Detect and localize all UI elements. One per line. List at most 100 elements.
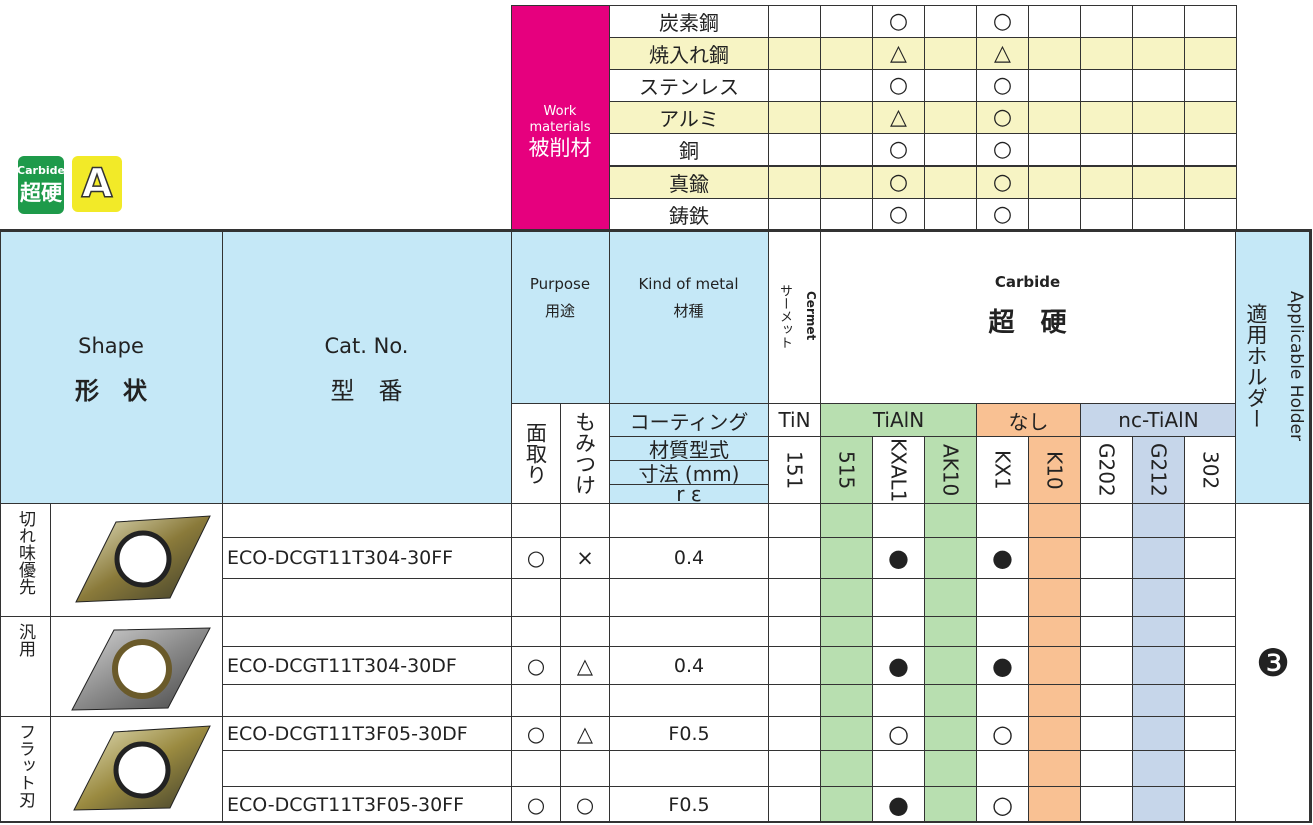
chamfer-label: 面取り [523, 421, 548, 485]
material-mark: △ [872, 101, 925, 135]
grade-mark [872, 750, 925, 787]
chamfer [511, 684, 561, 717]
work-materials-en: Work materials [529, 104, 591, 135]
material-name: 焼入れ鋼 [609, 37, 769, 71]
grade-mark [1184, 750, 1237, 787]
material-mark [924, 165, 977, 199]
grade-mark [872, 684, 925, 717]
purpose-en: Purpose [529, 275, 591, 293]
material-mark [768, 197, 821, 231]
material-mark [1080, 37, 1133, 71]
corner-radius: 0.4 [609, 646, 769, 685]
grade-mark [924, 786, 977, 823]
grade-mark [1132, 537, 1185, 579]
grade-mark [872, 578, 925, 617]
grade-mark [1132, 578, 1185, 617]
corner-radius [609, 616, 769, 647]
grade-mark [924, 716, 977, 751]
grade-mark [1132, 786, 1185, 823]
chamfer: ○ [511, 646, 561, 685]
material-mark [820, 133, 873, 167]
material-name: ステンレス [609, 69, 769, 103]
material-name: 鋳鉄 [609, 197, 769, 231]
insert-image [75, 515, 211, 603]
corner-radius: F0.5 [609, 716, 769, 751]
grade-mark: ○ [872, 716, 925, 751]
material-mark [1184, 165, 1237, 199]
cat-no [222, 684, 512, 717]
material-mark [1080, 197, 1133, 231]
grade-mark [768, 616, 821, 647]
cermet-en: Cermet [804, 291, 818, 341]
material-mark [924, 69, 977, 103]
spot [560, 684, 610, 717]
grade-label: K10 [1028, 436, 1081, 504]
group-label: フラット刃 [0, 716, 51, 823]
shape-en: Shape [78, 334, 144, 358]
badge-kanji: 超硬 [20, 180, 62, 205]
grade-label: G202 [1080, 436, 1133, 504]
grade-mark [1184, 537, 1237, 579]
material-mark: △ [976, 37, 1029, 71]
material-mark: ○ [976, 197, 1029, 231]
kind-sub-label: r ε [609, 484, 769, 504]
material-mark [1132, 5, 1185, 39]
grade-mark [768, 646, 821, 685]
material-mark [820, 165, 873, 199]
cat-no: ECO-DCGT11T304-30DF [222, 646, 512, 685]
grade-mark: ● [872, 537, 925, 579]
grade-mark [768, 716, 821, 751]
carbide-header [820, 230, 1236, 404]
material-mark: ○ [872, 133, 925, 167]
grade-mark [820, 578, 873, 617]
spot: × [560, 537, 610, 579]
material-mark [768, 133, 821, 167]
material-mark [768, 37, 821, 71]
holder-header [1235, 230, 1311, 504]
grade-mark [1080, 684, 1133, 717]
cat-header [222, 230, 512, 504]
chamfer: ○ [511, 786, 561, 823]
material-mark: △ [872, 37, 925, 71]
grade-mark [1028, 750, 1081, 787]
grade-mark [1080, 578, 1133, 617]
grade-mark [1184, 646, 1237, 685]
cat-no [222, 616, 512, 647]
work-materials-label [511, 5, 610, 231]
grade-mark [820, 750, 873, 787]
grade-mark [872, 503, 925, 538]
grade-mark [924, 537, 977, 579]
cat-no: ECO-DCGT11T3F05-30FF [222, 786, 512, 823]
material-mark [1028, 165, 1081, 199]
grade-label: 515 [820, 436, 873, 504]
grade-mark [1028, 716, 1081, 751]
grade-mark [1184, 786, 1237, 823]
material-mark [1184, 133, 1237, 167]
material-mark: ○ [976, 165, 1029, 199]
material-mark [820, 101, 873, 135]
grade-mark [1028, 616, 1081, 647]
spot [560, 578, 610, 617]
kind-sub-label: コーティング [609, 403, 769, 437]
shape-header [0, 230, 223, 504]
chamfer [511, 616, 561, 647]
cat-no: ECO-DCGT11T3F05-30DF [222, 716, 512, 751]
material-mark [1132, 101, 1185, 135]
grade-mark [820, 716, 873, 751]
material-mark [1132, 133, 1185, 167]
grade-mark [924, 503, 977, 538]
material-mark [768, 101, 821, 135]
grade-mark [1028, 786, 1081, 823]
grade-label: 151 [768, 436, 821, 504]
corner-radius: F0.5 [609, 786, 769, 823]
grade-mark [924, 750, 977, 787]
grade-mark [1028, 578, 1081, 617]
material-mark [768, 165, 821, 199]
cat-no [222, 578, 512, 617]
material-name: アルミ [609, 101, 769, 135]
spot: △ [560, 716, 610, 751]
chamfer [511, 578, 561, 617]
material-mark [1080, 101, 1133, 135]
material-mark [1028, 5, 1081, 39]
